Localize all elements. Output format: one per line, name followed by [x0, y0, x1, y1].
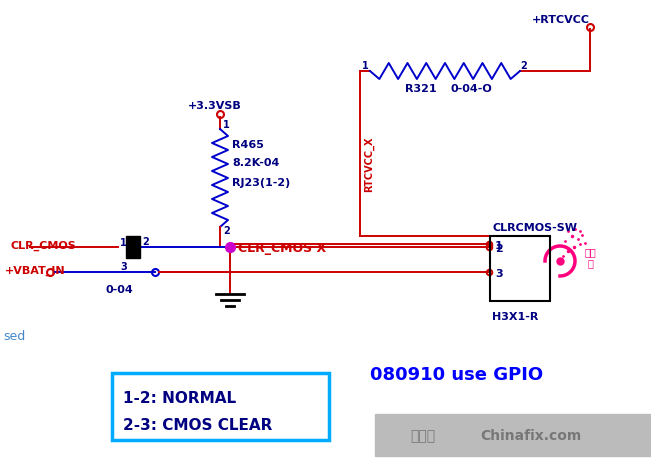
Bar: [375, 414, 650, 456]
Text: RTCVCC_X: RTCVCC_X: [364, 137, 374, 192]
Bar: [126, 237, 140, 258]
Text: 迏维网: 迏维网: [410, 428, 435, 442]
Text: CLR_CMOS X: CLR_CMOS X: [238, 242, 326, 255]
Text: 1: 1: [120, 238, 127, 247]
Text: 1-2: NORMAL: 1-2: NORMAL: [123, 390, 236, 405]
Bar: [490, 237, 550, 301]
Text: 2-3: CMOS CLEAR: 2-3: CMOS CLEAR: [123, 417, 272, 432]
Text: +3.3VSB: +3.3VSB: [188, 101, 242, 111]
Text: 080910 use GPIO: 080910 use GPIO: [370, 365, 543, 383]
Text: R465: R465: [232, 140, 264, 150]
Text: 0-04-O: 0-04-O: [450, 84, 492, 94]
Text: 2: 2: [223, 225, 230, 236]
Text: RJ23(1-2): RJ23(1-2): [232, 178, 290, 188]
Text: 2: 2: [142, 237, 148, 246]
Text: CLR_CMOS: CLR_CMOS: [10, 240, 76, 250]
Text: 3: 3: [495, 269, 503, 278]
Text: R321: R321: [405, 84, 437, 94]
Text: 8.2K-04: 8.2K-04: [232, 158, 279, 168]
Text: 1: 1: [362, 61, 368, 71]
Text: 跳线
帽: 跳线 帽: [584, 246, 596, 268]
Text: 2: 2: [520, 61, 527, 71]
Text: +RTCVCC: +RTCVCC: [532, 15, 590, 25]
Text: 1: 1: [495, 240, 503, 250]
Text: Chinafix.com: Chinafix.com: [480, 428, 581, 442]
Text: +VBAT_IN: +VBAT_IN: [5, 265, 66, 275]
Text: 0-04: 0-04: [105, 284, 133, 294]
Text: 2: 2: [495, 244, 503, 253]
Text: H3X1-R: H3X1-R: [492, 311, 538, 321]
Text: CLRCMOS-SW: CLRCMOS-SW: [492, 223, 577, 232]
Text: 1: 1: [223, 120, 230, 130]
Text: 3: 3: [120, 262, 127, 271]
Text: sed: sed: [3, 329, 25, 342]
